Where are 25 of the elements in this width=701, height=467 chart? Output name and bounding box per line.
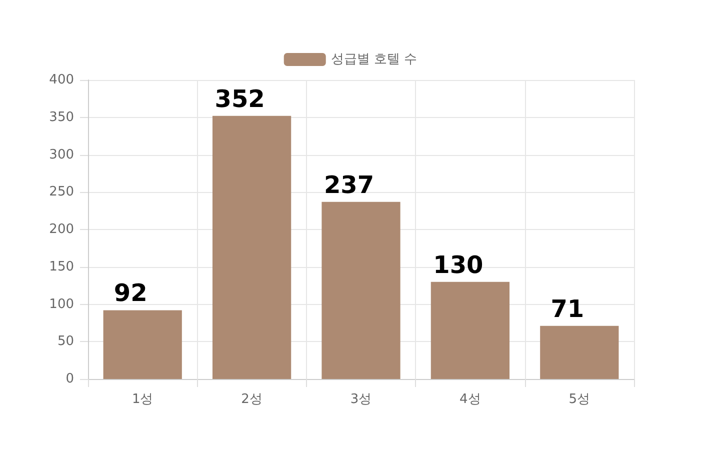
x-tick-label: 1성 [132,392,154,407]
y-tick-label: 250 [49,184,74,200]
y-tick-label: 400 [49,72,74,88]
data-label: 352 [214,84,265,113]
y-tick-label: 100 [49,296,74,312]
x-tick-label: 5성 [568,392,590,407]
y-tick-label: 150 [49,259,74,274]
data-label: 130 [433,250,484,279]
bar [430,282,510,379]
x-tick-label: 3성 [350,392,372,407]
x-tick-label: 2성 [241,392,262,407]
data-label: 92 [114,279,148,308]
data-label: 71 [550,294,584,323]
bar [212,116,292,379]
bar [103,310,182,379]
bar [322,202,400,379]
y-tick-label: 50 [57,334,74,350]
data-label: 237 [324,170,374,199]
y-tick-label: 300 [49,147,74,162]
y-tick-label: 0 [66,372,74,386]
y-tick-label: 200 [49,222,74,237]
bar [540,326,619,379]
y-tick-label: 350 [49,110,74,125]
x-tick-label: 4성 [460,392,481,407]
legend-label: 성급별 호텔 수 [330,52,418,67]
